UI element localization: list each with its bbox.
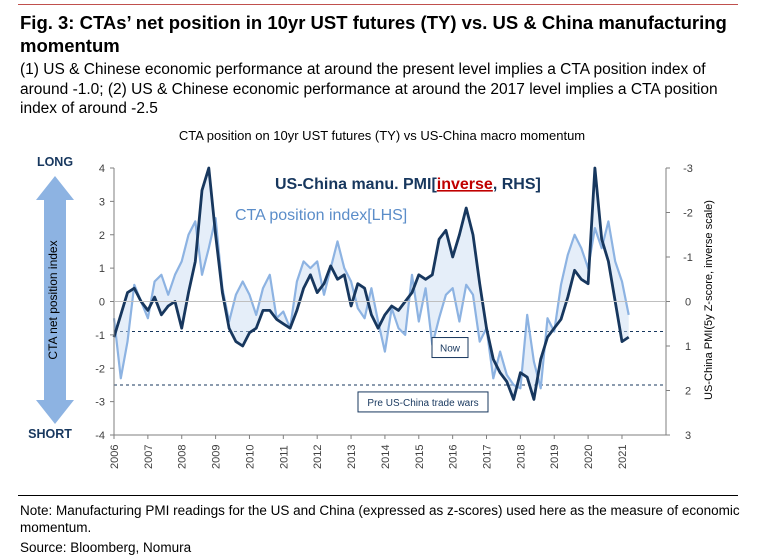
reference-labels: Now Pre US-China trade wars — [357, 337, 489, 413]
right-tick-label: -1 — [683, 252, 693, 264]
bottom-rule — [18, 495, 738, 496]
reference-label-box — [431, 337, 469, 359]
right-tick-label: -3 — [683, 163, 693, 175]
pmi-line — [112, 166, 630, 401]
right-tick-label: -2 — [683, 208, 693, 220]
x-tick-label: 2018 — [515, 445, 527, 469]
top-rule — [18, 4, 738, 5]
x-tick-label: 2021 — [617, 445, 629, 469]
area-fill — [114, 168, 629, 400]
x-tick-label: 2019 — [549, 445, 561, 469]
left-tick-label: 4 — [99, 163, 105, 175]
x-tick-label: 2016 — [448, 445, 460, 469]
x-tick-label: 2012 — [312, 445, 324, 469]
legend-pmi: US-China manu. PMI[inverse, RHS] — [275, 176, 541, 193]
x-tick-label: 2011 — [278, 445, 290, 469]
series-lines — [112, 166, 630, 401]
gap-area — [114, 168, 629, 400]
x-tick-label: 2006 — [109, 445, 121, 469]
reference-label: Pre US-China trade wars — [367, 398, 478, 409]
long-label: LONG — [37, 155, 73, 169]
x-tick-label: 2007 — [143, 445, 155, 469]
figure-source: Source: Bloomberg, Nomura — [20, 540, 192, 555]
x-tick-label: 2017 — [482, 445, 494, 469]
legend-pmi-inverse: inverse — [437, 176, 493, 193]
left-tick-label: 0 — [99, 297, 105, 309]
left-tick-label: 2 — [99, 230, 105, 242]
legend-pmi-prefix: US-China manu. PMI[ — [275, 176, 437, 193]
figure-note: Note: Manufacturing PMI readings for the… — [20, 503, 740, 535]
right-axis-label: US-China PMI(5y Z-score, inverse scale) — [703, 200, 715, 400]
left-tick-label: -4 — [95, 430, 105, 442]
right-tick-label: 2 — [685, 386, 691, 398]
reference-label: Now — [440, 344, 461, 355]
left-tick-label: -3 — [95, 397, 105, 409]
x-tick-label: 2008 — [177, 445, 189, 469]
short-label: SHORT — [28, 427, 72, 441]
cta-position-line — [112, 217, 630, 390]
right-tick-label: 1 — [685, 341, 691, 353]
reference-label-box — [357, 391, 489, 413]
tick-labels: 4 3 2 1 0 -1 -2 -3 -4 -3 -2 -1 0 1 2 3 2006 2007 2008 2009 2… — [95, 163, 693, 469]
legend-pmi-suffix: , RHS] — [493, 176, 541, 193]
x-tick-label: 2014 — [380, 445, 392, 469]
left-axis-label: CTA net position index — [46, 240, 60, 359]
reference-lines — [114, 331, 666, 386]
x-tick-label: 2015 — [414, 445, 426, 469]
left-tick-label: 1 — [99, 263, 105, 275]
long-short-arrow — [36, 176, 74, 424]
figure-title: Fig. 3: CTAs’ net position in 10yr UST f… — [20, 12, 727, 56]
left-tick-label: 3 — [99, 196, 105, 208]
left-tick-label: -1 — [95, 330, 105, 342]
x-tick-label: 2020 — [583, 445, 595, 469]
x-tick-label: 2010 — [244, 445, 256, 469]
left-tick-label: -2 — [95, 363, 105, 375]
right-tick-label: 3 — [685, 430, 691, 442]
x-tick-label: 2009 — [211, 445, 223, 469]
chart-svg: CTA position on 10yr UST futures (TY) vs… — [28, 128, 715, 469]
right-tick-label: 0 — [685, 297, 691, 309]
chart-area: CTA position on 10yr UST futures (TY) vs… — [0, 122, 776, 494]
chart-title: CTA position on 10yr UST futures (TY) vs… — [179, 128, 585, 143]
legend-cta: CTA position index[LHS] — [235, 207, 407, 224]
figure-subtitle: (1) US & Chinese economic performance at… — [20, 61, 718, 117]
x-tick-label: 2013 — [346, 445, 358, 469]
